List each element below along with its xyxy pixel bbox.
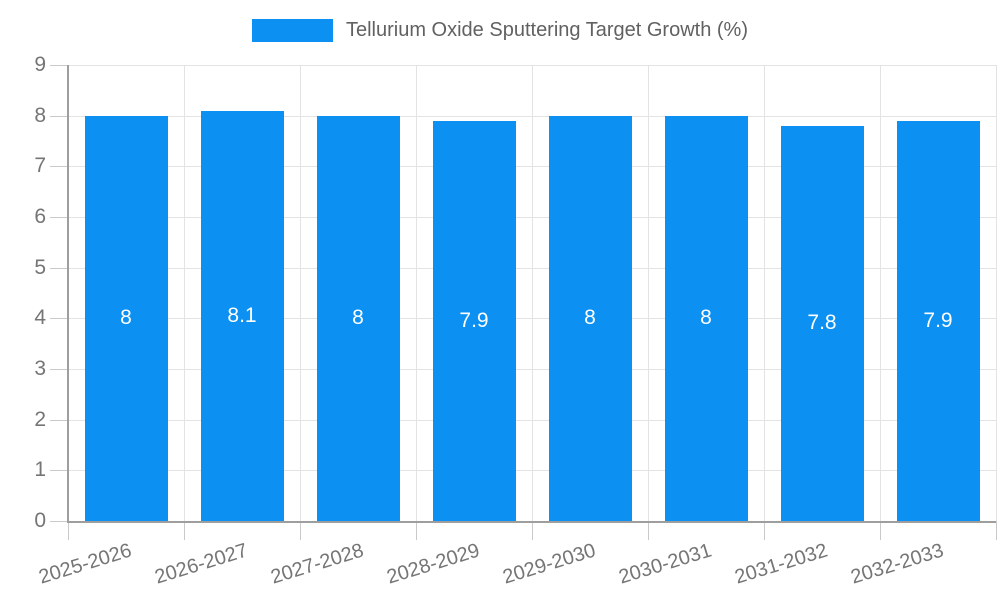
chart-legend: Tellurium Oxide Sputtering Target Growth… — [0, 18, 1000, 42]
x-axis-label: 2026-2027 — [152, 539, 251, 589]
gridline-vertical — [184, 65, 185, 521]
x-axis-tick — [880, 521, 881, 540]
x-axis-label: 2030-2031 — [616, 539, 715, 589]
y-axis-tick — [50, 521, 68, 522]
y-axis-tick — [50, 470, 68, 472]
bar-value-label: 8 — [352, 306, 364, 330]
x-axis-label: 2032-2033 — [848, 539, 947, 589]
x-axis-line — [68, 521, 996, 523]
bar-value-label: 8 — [700, 306, 712, 330]
x-axis-label: 2029-2030 — [500, 539, 599, 589]
x-axis-tick — [764, 521, 765, 540]
bar-value-label: 7.9 — [459, 308, 489, 332]
y-axis-label: 0 — [34, 509, 46, 532]
bar-2025-2026: 8 — [84, 115, 168, 521]
gridline-vertical — [996, 65, 997, 521]
bar-2031-2032: 7.8 — [780, 125, 864, 521]
y-axis-tick — [50, 217, 68, 218]
y-axis-label: 8 — [34, 103, 46, 127]
y-axis-tick — [50, 65, 68, 66]
y-axis-tick — [50, 369, 68, 370]
y-axis-label: 9 — [34, 53, 46, 76]
y-axis-label: 7 — [34, 154, 46, 178]
y-axis-label: 4 — [34, 306, 46, 330]
bar-value-label: 8 — [584, 306, 596, 330]
x-axis-tick — [416, 521, 417, 540]
y-axis-tick — [50, 267, 68, 269]
y-axis-label: 1 — [34, 458, 46, 482]
x-axis-label: 2031-2032 — [732, 539, 831, 589]
x-axis-tick — [648, 521, 649, 540]
y-axis-line — [67, 65, 69, 523]
legend-label: Tellurium Oxide Sputtering Target Growth… — [345, 19, 748, 41]
y-axis-tick — [50, 166, 68, 168]
bar-2026-2027: 8.1 — [200, 110, 284, 521]
bar-value-label: 8 — [120, 306, 132, 330]
gridline-vertical — [880, 65, 881, 521]
x-axis-label: 2025-2026 — [36, 539, 135, 589]
x-axis-label: 2027-2028 — [268, 539, 367, 589]
bar-2027-2028: 8 — [316, 115, 400, 521]
x-axis-tick — [532, 521, 533, 540]
gridline-vertical — [300, 65, 301, 521]
x-axis-tick — [184, 521, 185, 540]
bar-value-label: 7.8 — [807, 311, 837, 335]
x-axis-tick — [68, 521, 69, 540]
x-axis-tick — [996, 521, 997, 540]
bar-value-label: 8.1 — [227, 303, 257, 327]
bar-2032-2033: 7.9 — [896, 120, 980, 521]
y-axis-tick — [50, 419, 68, 421]
bar-2030-2031: 8 — [664, 115, 748, 521]
gridline-vertical — [648, 65, 649, 521]
x-axis-tick — [300, 521, 301, 540]
y-axis-label: 3 — [34, 357, 46, 380]
x-axis-label: 2028-2029 — [384, 539, 483, 589]
y-axis-label: 2 — [34, 407, 46, 431]
y-axis-label: 6 — [34, 205, 46, 228]
bar-2029-2030: 8 — [548, 115, 632, 521]
gridline-vertical — [532, 65, 533, 521]
y-axis-label: 5 — [34, 255, 46, 279]
gridline-vertical — [764, 65, 765, 521]
y-axis-tick — [50, 115, 68, 117]
gridline-vertical — [416, 65, 417, 521]
y-axis-tick — [50, 318, 68, 320]
bar-2028-2029: 7.9 — [432, 120, 516, 521]
legend-swatch — [251, 18, 333, 42]
bar-value-label: 7.9 — [923, 308, 953, 332]
